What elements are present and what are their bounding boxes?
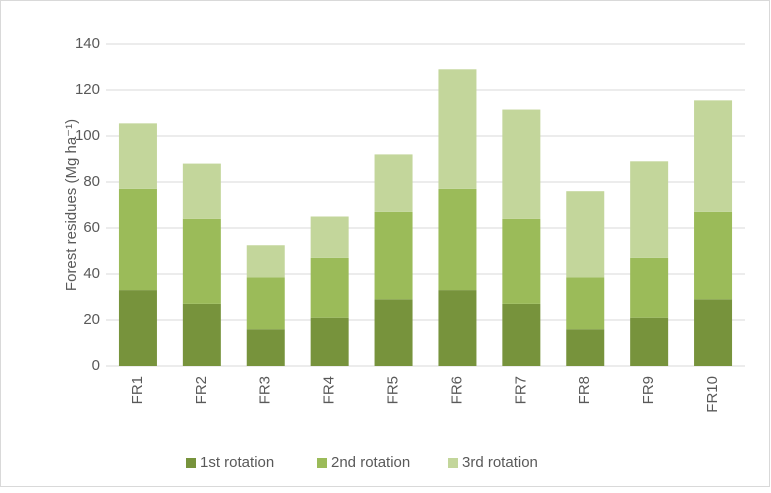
y-tick-label: 100 — [75, 127, 100, 144]
bar-segment — [118, 188, 157, 291]
bar-segment — [374, 211, 413, 300]
bar-segment — [438, 188, 477, 291]
bar-segment — [630, 161, 669, 258]
x-tick-label: FR2 — [193, 376, 210, 404]
x-tick-label: FR5 — [385, 376, 402, 404]
bar-segment — [310, 317, 349, 366]
y-tick-label: 120 — [75, 81, 100, 98]
legend-swatch — [317, 458, 327, 468]
bar-segment — [502, 303, 541, 366]
bar-segment — [438, 290, 477, 366]
legend-label: 1st rotation — [200, 454, 274, 471]
bar-segment — [374, 299, 413, 366]
bar-segment — [246, 245, 285, 278]
bar-segment — [694, 299, 733, 366]
legend-swatch — [186, 458, 196, 468]
bar-segment — [310, 216, 349, 258]
x-tick-label: FR9 — [640, 376, 657, 404]
y-tick-label: 60 — [83, 219, 100, 236]
legend-label: 3rd rotation — [462, 454, 538, 471]
bar-segment — [246, 277, 285, 330]
y-tick-label: 140 — [75, 35, 100, 52]
y-tick-label: 40 — [83, 265, 100, 282]
bar-segment — [182, 303, 221, 366]
y-tick-label: 80 — [83, 173, 100, 190]
y-tick-label: 0 — [92, 357, 100, 374]
legend-swatch — [448, 458, 458, 468]
bar-segment — [118, 123, 157, 189]
x-tick-label: FR3 — [257, 376, 274, 404]
bar-segment — [630, 257, 669, 318]
bar-segment — [182, 163, 221, 219]
y-tick-label: 20 — [83, 311, 100, 328]
bar-segment — [566, 277, 605, 330]
bar-segment — [310, 257, 349, 318]
x-tick-label: FR6 — [448, 376, 465, 404]
legend-label: 2nd rotation — [331, 454, 410, 471]
bar-segment — [502, 109, 541, 219]
y-axis-label: Forest residues (Mg ha⁻¹) — [63, 119, 80, 291]
bar-segment — [630, 317, 669, 366]
bar-segment — [118, 290, 157, 366]
x-tick-label: FR4 — [321, 376, 338, 404]
bar-segment — [502, 218, 541, 304]
x-tick-label: FR10 — [704, 376, 721, 413]
x-tick-label: FR1 — [129, 376, 146, 404]
x-tick-label: FR8 — [576, 376, 593, 404]
bar-segment — [374, 154, 413, 212]
bar-segment — [566, 329, 605, 366]
bar-segment — [438, 69, 477, 189]
bar-segment — [182, 218, 221, 304]
bar-segment — [246, 329, 285, 366]
bar-segment — [694, 100, 733, 212]
x-tick-label: FR7 — [512, 376, 529, 404]
bar-segment — [566, 191, 605, 278]
bar-segment — [694, 211, 733, 300]
